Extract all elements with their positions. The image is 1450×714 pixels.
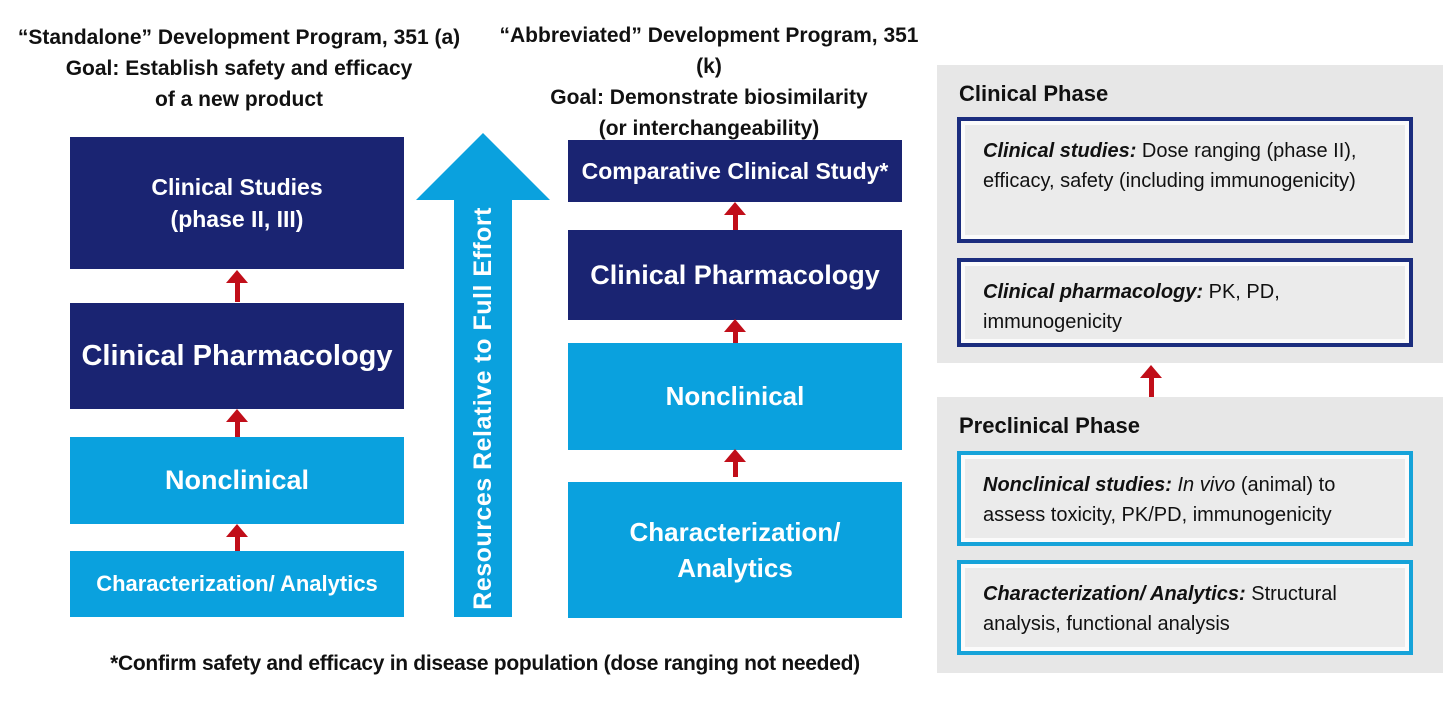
standalone-characterization-box: Characterization/ Analytics [70, 551, 404, 617]
standalone-header-line3: of a new product [155, 88, 323, 111]
resources-arrow-label: Resources Relative to Full Effort [468, 206, 497, 610]
arrow-stem [732, 462, 738, 477]
standalone-header-line2: Goal: Establish safety and efficacy [65, 57, 413, 80]
arrow-stem [234, 283, 240, 302]
abbreviated-header-line1: “Abbreviated” Development Program, 351 (… [499, 24, 919, 78]
characterization-label: Characterization/ Analytics [96, 571, 378, 596]
arrow-head [724, 449, 746, 462]
comparative-clinical-study-label: Comparative Clinical Study* [581, 157, 889, 184]
up-arrow-icon [723, 449, 747, 477]
clinical-studies-info-box: Clinical studies: Dose ranging (phase II… [957, 117, 1413, 243]
clinical-pharmacology-detail: PK, PD, immunogenicity [983, 281, 1280, 333]
nonclinical-studies-lead: Nonclinical studies: [983, 474, 1172, 496]
abbreviated-characterization-box: Characterization/ Analytics [568, 482, 902, 618]
up-arrow-icon [225, 270, 249, 302]
up-arrow-icon [723, 319, 747, 347]
nonclinical-studies-info-box: Nonclinical studies: In vivo (animal) to… [957, 451, 1413, 546]
clinical-studies-detail: Dose ranging (phase II), efficacy, safet… [983, 140, 1357, 192]
arrow-head [724, 202, 746, 215]
standalone-header-line1: “Standalone” Development Program, 351 (a… [17, 26, 461, 49]
abbreviated-program-header: “Abbreviated” Development Program, 351 (… [486, 20, 932, 144]
abbreviated-header-line3: (or interchangeability) [598, 117, 820, 140]
up-arrow-icon [225, 524, 249, 552]
clinical-studies-lead: Clinical studies: [983, 140, 1137, 162]
arrow-stem [732, 215, 738, 230]
arrow-stem [234, 537, 240, 552]
arrow-head [1140, 365, 1162, 378]
standalone-program-header: “Standalone” Development Program, 351 (a… [8, 22, 470, 115]
nonclinical-studies-italic: In vivo [1171, 474, 1241, 496]
up-arrow-icon [723, 202, 747, 230]
arrow-stem [732, 332, 738, 347]
clinical-pharmacology-label: Clinical Pharmacology [81, 339, 393, 372]
arrow-stem [1148, 378, 1154, 397]
abbreviated-clinical-pharmacology-box: Clinical Pharmacology [568, 230, 902, 320]
characterization-detail: Structural analysis, functional analysis [983, 583, 1337, 635]
nonclinical-label: Nonclinical [665, 381, 805, 411]
characterization-label-line1: Characterization/ [629, 517, 841, 547]
clinical-studies-label-line2: (phase II, III) [170, 206, 304, 232]
clinical-phase-title: Clinical Phase [959, 81, 1109, 106]
standalone-clinical-pharmacology-box: Clinical Pharmacology [70, 303, 404, 409]
arrow-head [226, 409, 248, 422]
clinical-pharmacology-lead: Clinical pharmacology: [983, 281, 1204, 303]
up-arrow-icon [1139, 365, 1163, 397]
clinical-studies-label-line1: Clinical Studies [151, 174, 323, 200]
characterization-label-line2: Analytics [677, 553, 793, 583]
preclinical-phase-title: Preclinical Phase [959, 413, 1140, 438]
abbreviated-nonclinical-box: Nonclinical [568, 343, 902, 450]
characterization-info-box: Characterization/ Analytics: Structural … [957, 560, 1413, 655]
abbreviated-comparative-clinical-study-box: Comparative Clinical Study* [568, 140, 902, 202]
footnote: *Confirm safety and efficacy in disease … [110, 652, 860, 675]
nonclinical-label: Nonclinical [164, 465, 310, 495]
standalone-nonclinical-box: Nonclinical [70, 437, 404, 524]
resources-arrow-icon: Resources Relative to Full Effort [454, 199, 512, 617]
clinical-pharmacology-info-box: Clinical pharmacology: PK, PD, immunogen… [957, 258, 1413, 347]
arrow-head [724, 319, 746, 332]
arrow-head [226, 524, 248, 537]
nonclinical-studies-detail: (animal) to assess toxicity, PK/PD, immu… [983, 474, 1336, 526]
arrow-head [226, 270, 248, 283]
characterization-lead: Characterization/ Analytics: [983, 583, 1246, 605]
clinical-pharmacology-label: Clinical Pharmacology [590, 259, 880, 290]
abbreviated-header-line2: Goal: Demonstrate biosimilarity [550, 86, 868, 109]
standalone-clinical-studies-box: Clinical Studies (phase II, III) [70, 137, 404, 269]
up-arrow-icon [225, 409, 249, 437]
resources-arrow-head [416, 133, 550, 200]
arrow-stem [234, 422, 240, 437]
